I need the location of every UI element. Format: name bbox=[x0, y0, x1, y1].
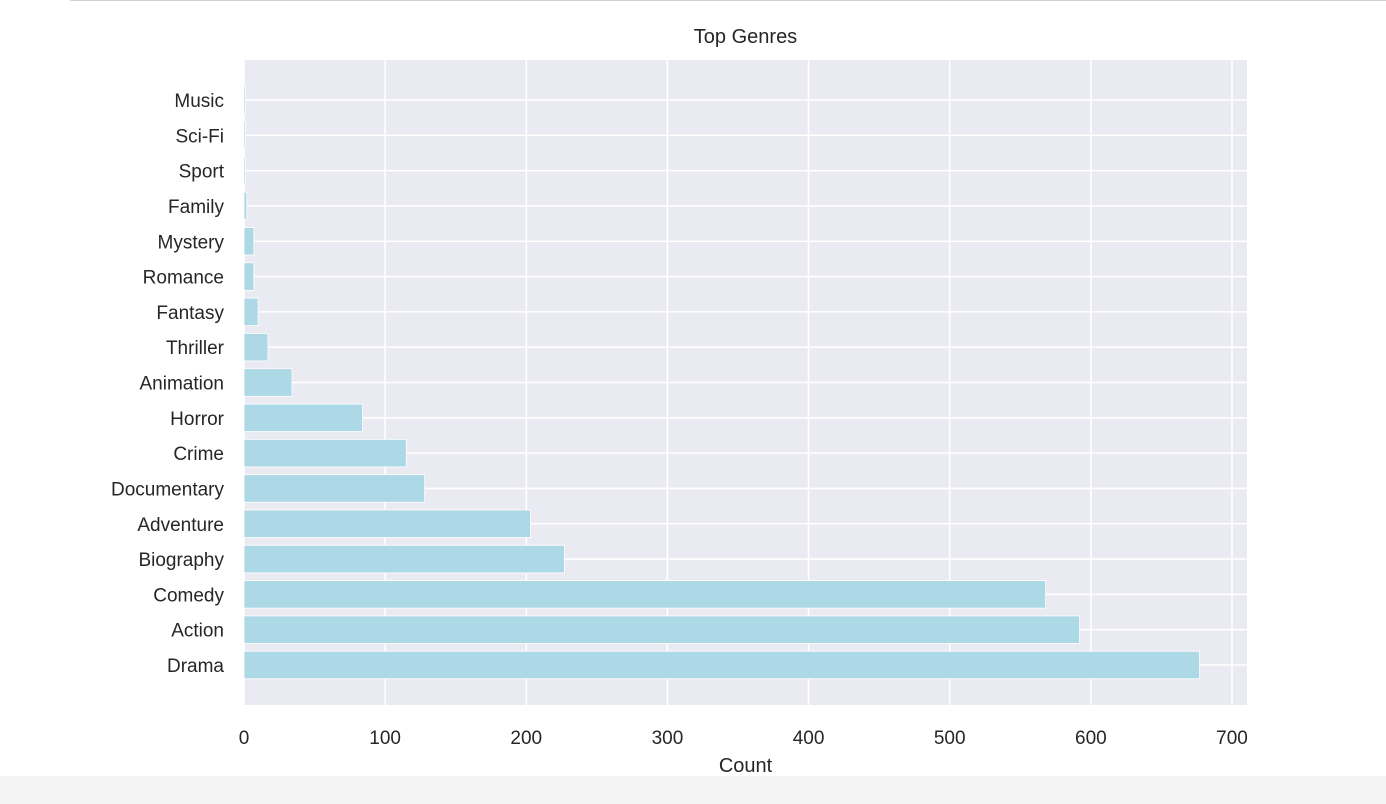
x-axis-label: Count bbox=[719, 755, 773, 777]
y-tick-label: Biography bbox=[138, 550, 224, 571]
bar-crime bbox=[243, 438, 407, 468]
y-tick-label: Romance bbox=[143, 268, 224, 289]
bar-biography bbox=[243, 544, 565, 574]
bar-sport bbox=[243, 156, 246, 185]
y-tick-label: Sci-Fi bbox=[175, 126, 224, 147]
bar-fantasy bbox=[243, 297, 259, 327]
y-tick-label: Adventure bbox=[137, 515, 224, 536]
bar-sci-fi bbox=[243, 121, 246, 150]
x-tick-label: 100 bbox=[369, 728, 401, 749]
y-tick-label: Mystery bbox=[158, 232, 225, 253]
bar-romance bbox=[243, 262, 255, 291]
y-tick-label: Thriller bbox=[166, 338, 225, 359]
chart-title: Top Genres bbox=[694, 26, 797, 48]
y-tick-label: Horror bbox=[170, 409, 225, 430]
bar-comedy bbox=[243, 580, 1047, 609]
x-tick-label: 300 bbox=[652, 728, 684, 749]
y-tick-label: Drama bbox=[167, 656, 224, 677]
bar-documentary bbox=[243, 474, 426, 503]
bar-drama bbox=[243, 650, 1200, 680]
y-tick-labels: Drama Action Comedy Biography Adventure Docum… bbox=[111, 91, 225, 677]
x-tick-label: 400 bbox=[793, 728, 825, 749]
bars bbox=[243, 85, 1200, 680]
x-tick-labels: 0 100 200 300 400 500 600 700 bbox=[239, 728, 1248, 749]
x-tick-label: 200 bbox=[510, 728, 542, 749]
bar-action bbox=[243, 615, 1080, 644]
cell-footer-strip bbox=[0, 776, 1386, 804]
y-tick-label: Fantasy bbox=[156, 303, 224, 324]
y-tick-label: Animation bbox=[140, 374, 225, 395]
bar-family bbox=[243, 191, 248, 221]
x-tick-label: 700 bbox=[1216, 728, 1248, 749]
bar-animation bbox=[243, 368, 293, 397]
y-tick-label: Documentary bbox=[111, 479, 224, 500]
y-tick-label: Family bbox=[168, 197, 224, 218]
cell-divider bbox=[70, 0, 1386, 1]
y-tick-label: Crime bbox=[173, 444, 224, 465]
y-tick-label: Sport bbox=[179, 162, 225, 183]
y-tick-label: Music bbox=[174, 91, 224, 112]
bar-mystery bbox=[243, 227, 255, 256]
bar-horror bbox=[243, 403, 363, 432]
bar-music bbox=[243, 85, 246, 115]
y-tick-label: Comedy bbox=[153, 585, 224, 606]
x-tick-label: 500 bbox=[934, 728, 966, 749]
x-tick-label: 0 bbox=[239, 728, 250, 749]
x-tick-label: 600 bbox=[1075, 728, 1107, 749]
bar-adventure bbox=[243, 509, 531, 538]
bar-thriller bbox=[243, 333, 269, 362]
y-tick-label: Action bbox=[171, 621, 224, 642]
